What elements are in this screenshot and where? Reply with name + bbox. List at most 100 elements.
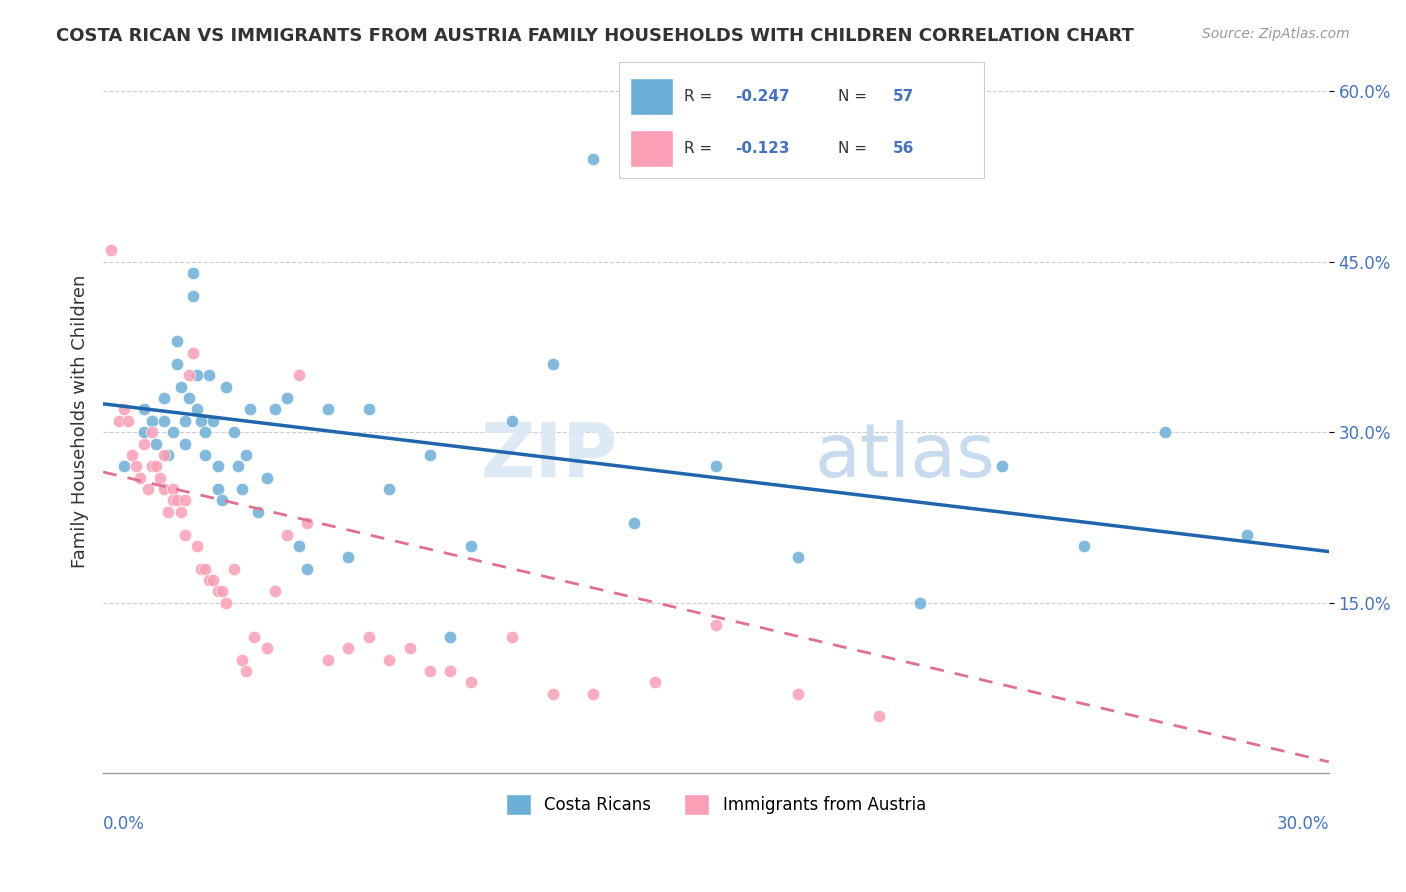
Point: [582, 687, 605, 701]
Point: [243, 630, 266, 644]
Point: [786, 687, 808, 701]
Point: [181, 345, 204, 359]
Point: [316, 652, 339, 666]
Point: [136, 482, 159, 496]
Y-axis label: Family Households with Children: Family Households with Children: [72, 274, 89, 567]
Point: [288, 368, 311, 383]
Point: [868, 709, 890, 723]
Point: [108, 414, 131, 428]
Point: [157, 448, 180, 462]
Text: ZIP: ZIP: [481, 419, 617, 492]
Point: [991, 459, 1014, 474]
Point: [153, 391, 176, 405]
Point: [419, 664, 441, 678]
Point: [704, 618, 727, 632]
Point: [263, 584, 285, 599]
Point: [112, 402, 135, 417]
Point: [194, 561, 217, 575]
Point: [181, 266, 204, 280]
Point: [207, 584, 229, 599]
Point: [215, 596, 238, 610]
Point: [117, 414, 139, 428]
Point: [145, 459, 167, 474]
Point: [222, 561, 245, 575]
Point: [177, 391, 200, 405]
Point: [145, 436, 167, 450]
Point: [173, 436, 195, 450]
Text: Source: ZipAtlas.com: Source: ZipAtlas.com: [1202, 27, 1350, 41]
Point: [357, 402, 380, 417]
Text: -0.247: -0.247: [735, 88, 790, 103]
Point: [288, 539, 311, 553]
Point: [132, 425, 155, 440]
Point: [256, 471, 278, 485]
Text: -0.123: -0.123: [735, 141, 790, 156]
Point: [235, 664, 257, 678]
FancyBboxPatch shape: [630, 129, 673, 167]
Point: [231, 652, 253, 666]
Point: [153, 482, 176, 496]
Point: [141, 414, 163, 428]
Point: [190, 561, 212, 575]
Point: [378, 482, 401, 496]
Text: 30.0%: 30.0%: [1277, 815, 1329, 833]
Point: [125, 459, 148, 474]
Point: [157, 505, 180, 519]
Point: [162, 493, 184, 508]
Point: [357, 630, 380, 644]
Point: [398, 641, 420, 656]
Point: [202, 573, 225, 587]
Text: COSTA RICAN VS IMMIGRANTS FROM AUSTRIA FAMILY HOUSEHOLDS WITH CHILDREN CORRELATI: COSTA RICAN VS IMMIGRANTS FROM AUSTRIA F…: [56, 27, 1135, 45]
Point: [460, 539, 482, 553]
Text: N =: N =: [838, 141, 872, 156]
Point: [1073, 539, 1095, 553]
Point: [173, 493, 195, 508]
Point: [211, 584, 233, 599]
Point: [215, 380, 238, 394]
Point: [582, 153, 605, 167]
Point: [194, 448, 217, 462]
Point: [207, 459, 229, 474]
Point: [211, 493, 233, 508]
Point: [263, 402, 285, 417]
Point: [231, 482, 253, 496]
Point: [1154, 425, 1177, 440]
Text: 56: 56: [893, 141, 914, 156]
Point: [460, 675, 482, 690]
Point: [100, 244, 122, 258]
Point: [207, 482, 229, 496]
Text: 57: 57: [893, 88, 914, 103]
Point: [186, 539, 208, 553]
Point: [202, 414, 225, 428]
Point: [276, 527, 298, 541]
Point: [132, 402, 155, 417]
Text: 0.0%: 0.0%: [103, 815, 145, 833]
Point: [337, 550, 360, 565]
Point: [226, 459, 249, 474]
Point: [198, 573, 221, 587]
Point: [132, 436, 155, 450]
Point: [337, 641, 360, 656]
Point: [166, 357, 188, 371]
Point: [235, 448, 257, 462]
Point: [786, 550, 808, 565]
Point: [186, 368, 208, 383]
Point: [439, 664, 461, 678]
Point: [239, 402, 262, 417]
Point: [181, 289, 204, 303]
Point: [704, 459, 727, 474]
Point: [162, 425, 184, 440]
Point: [173, 527, 195, 541]
Point: [162, 482, 184, 496]
Point: [623, 516, 645, 530]
Point: [173, 414, 195, 428]
Point: [153, 448, 176, 462]
Point: [153, 414, 176, 428]
Point: [297, 516, 319, 530]
Text: N =: N =: [838, 88, 872, 103]
Point: [149, 471, 172, 485]
Point: [541, 357, 564, 371]
Point: [222, 425, 245, 440]
Point: [316, 402, 339, 417]
Point: [170, 380, 193, 394]
